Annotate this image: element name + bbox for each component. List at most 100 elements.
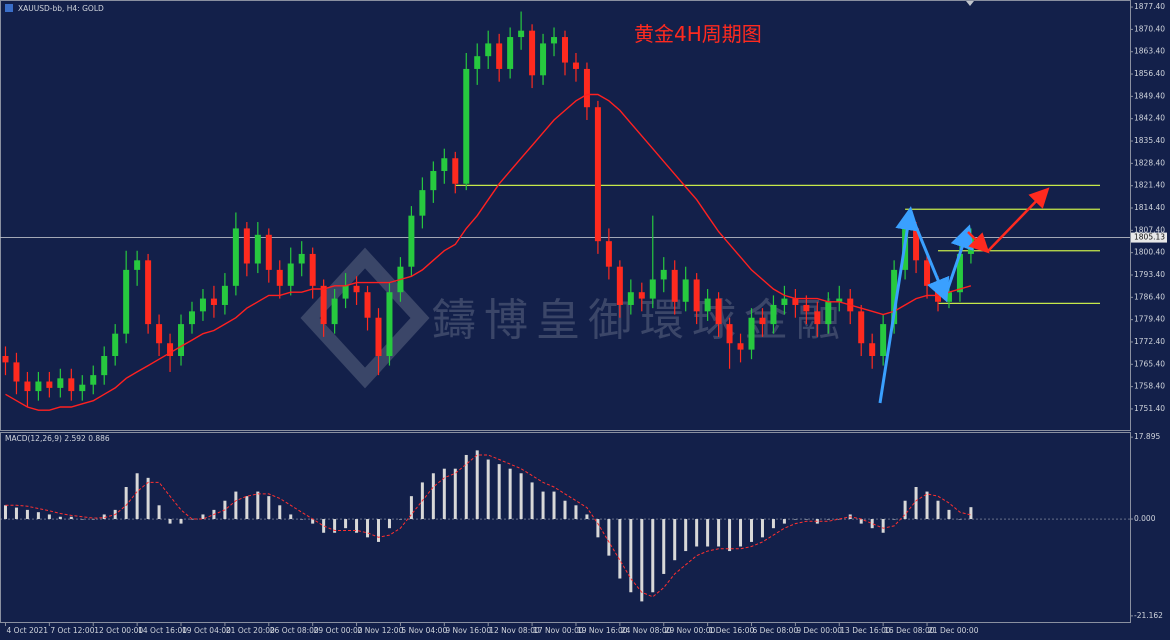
candle-body: [572, 62, 579, 69]
candle-body: [956, 253, 963, 293]
macd-bar: [14, 507, 18, 520]
candle-body: [627, 292, 634, 305]
y-tick-label: 1779.40: [1134, 315, 1165, 324]
candle-body: [891, 269, 898, 325]
candle-body: [199, 298, 206, 312]
candle-body: [156, 324, 163, 344]
macd-bar: [3, 505, 7, 520]
x-tick-label: 21 Dec 00:00: [928, 626, 979, 635]
macd-bar: [497, 464, 501, 520]
y-tick-label: 1877.40: [1134, 2, 1165, 11]
macd-title: MACD(12,26,9) 2.592 0.886: [5, 434, 110, 443]
macd-bar: [322, 519, 326, 533]
x-tick-label: 1 Dec 16:00: [709, 626, 755, 635]
candle-body: [134, 260, 141, 270]
macd-bar: [541, 491, 545, 520]
candle-body: [254, 234, 261, 264]
candle-body: [616, 266, 623, 305]
candle-body: [583, 68, 590, 108]
candle-body: [101, 356, 108, 376]
candle-body: [68, 378, 75, 392]
candle-body: [90, 375, 97, 385]
chart-title: XAUUSD-bb, H4: GOLD: [18, 4, 104, 13]
candle-body: [408, 215, 415, 267]
candle-body: [24, 381, 31, 392]
candle-body: [320, 285, 327, 325]
macd-bar: [596, 519, 600, 538]
macd-bar: [168, 519, 172, 524]
y-tick-label: 1772.40: [1134, 337, 1165, 346]
macd-bar: [135, 473, 139, 520]
candle-body: [123, 269, 130, 334]
blue-arrow: [908, 211, 950, 303]
macd-bar: [431, 473, 435, 520]
macd-bar: [333, 519, 337, 533]
candle-body: [649, 279, 656, 299]
macd-bar: [453, 468, 457, 520]
y-tick-label: 1800.40: [1134, 248, 1165, 257]
candle-body: [276, 269, 283, 286]
candle-body: [243, 228, 250, 264]
macd-bar: [344, 519, 348, 529]
macd-bar: [442, 468, 446, 520]
x-tick-label: 2 Nov 12:00: [358, 626, 404, 635]
candle-body: [2, 356, 9, 363]
candle-body: [167, 343, 174, 357]
candle-body: [858, 311, 865, 344]
candle-body: [507, 37, 514, 69]
red-arrow: [967, 231, 990, 254]
candle-body: [79, 384, 86, 392]
candle-body: [342, 285, 349, 299]
candle-body: [836, 298, 843, 302]
x-tick-label: 5 Nov 04:00: [401, 626, 447, 635]
macd-bar: [925, 491, 929, 520]
x-tick-label: 26 Oct 08:00: [270, 626, 319, 635]
y-tick-label: -21.162: [1134, 611, 1163, 620]
signal-line: [5, 454, 972, 598]
candle-body: [715, 298, 722, 325]
macd-bar: [574, 505, 578, 520]
candle-body: [518, 30, 525, 38]
symbol-icon: [5, 4, 13, 12]
candle-body: [781, 298, 788, 305]
macd-bar: [728, 519, 732, 552]
macd-bar: [519, 473, 523, 520]
y-tick-label: 1807.40: [1134, 225, 1165, 234]
macd-bar: [870, 519, 874, 529]
candle-body: [474, 56, 481, 69]
macd-bar: [58, 516, 62, 520]
macd-bar: [881, 519, 885, 533]
macd-bar: [25, 509, 29, 520]
candle-body: [748, 317, 755, 350]
macd-bar: [355, 519, 359, 533]
candle-body: [309, 253, 316, 286]
current-price-label: 1805.13: [1134, 233, 1165, 242]
y-tick-label: 1765.40: [1134, 359, 1165, 368]
macd-bar: [695, 519, 699, 547]
candle-body: [265, 234, 272, 270]
y-tick-label: 1828.40: [1134, 158, 1165, 167]
candle-body: [364, 292, 371, 318]
macd-bar: [124, 487, 128, 520]
x-tick-label: 19 Nov 16:00: [577, 626, 628, 635]
y-tick-label: 1842.40: [1134, 114, 1165, 123]
x-tick-label: 12 Oct 00:00: [94, 626, 143, 635]
candle-body: [529, 30, 536, 76]
candle-body: [682, 279, 689, 302]
candle-body: [759, 317, 766, 325]
macd-bar: [563, 500, 567, 520]
macd-bar: [826, 519, 830, 520]
candle-body: [792, 298, 799, 305]
x-tick-label: 14 Oct 16:00: [138, 626, 187, 635]
macd-bar: [508, 468, 512, 520]
macd-bar: [760, 519, 764, 538]
candle-body: [386, 292, 393, 357]
y-tick-label: 1821.40: [1134, 181, 1165, 190]
candle-body: [419, 190, 426, 216]
candle-body: [145, 260, 152, 325]
candle-body: [452, 158, 459, 184]
y-tick-label: 1814.40: [1134, 203, 1165, 212]
candle-body: [660, 269, 667, 280]
y-tick-label: 0.000: [1134, 514, 1156, 523]
